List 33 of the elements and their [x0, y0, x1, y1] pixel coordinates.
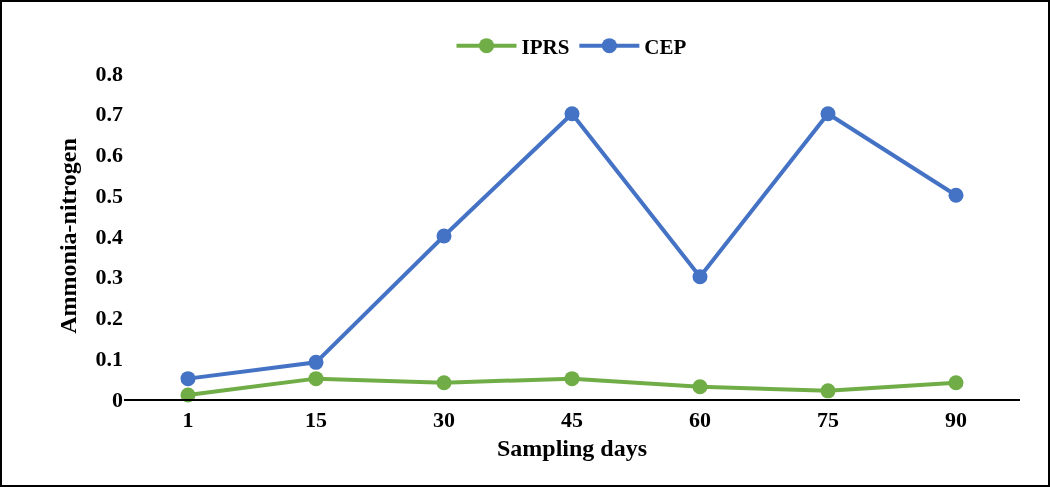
x-axis-title: Sampling days — [496, 435, 648, 462]
point — [308, 354, 324, 370]
x-tick-label: 30 — [433, 407, 455, 433]
point — [692, 379, 708, 395]
point — [436, 228, 452, 244]
point — [436, 375, 452, 391]
x-tick-label: 60 — [689, 407, 711, 433]
point — [948, 375, 964, 391]
point — [948, 187, 964, 203]
y-tick-label: 0.3 — [95, 264, 123, 290]
point — [820, 383, 836, 399]
x-tick-label: 90 — [945, 407, 967, 433]
y-tick-label: 0 — [112, 386, 123, 412]
x-tick-label: 15 — [305, 407, 327, 433]
y-tick-label: 0.8 — [95, 60, 123, 86]
y-tick-label: 0.5 — [95, 182, 123, 208]
point — [820, 106, 836, 122]
point — [564, 106, 580, 122]
point — [308, 371, 324, 387]
x-tick-label: 75 — [817, 407, 839, 433]
point — [692, 269, 708, 285]
y-tick-label: 0.2 — [95, 305, 123, 331]
y-tick-label: 0.7 — [95, 101, 123, 127]
y-tick-label: 0.1 — [95, 345, 123, 371]
x-tick-label: 1 — [182, 407, 194, 433]
x-tick-label: 45 — [561, 407, 583, 433]
legend-label: CEP — [644, 34, 687, 59]
y-axis-title: Ammonia-nitrogen — [54, 138, 81, 334]
point — [180, 371, 196, 387]
y-tick-label: 0.6 — [95, 142, 123, 168]
legend-label: IPRS — [521, 34, 570, 59]
y-tick-label: 0.4 — [95, 223, 123, 249]
point — [564, 371, 580, 387]
